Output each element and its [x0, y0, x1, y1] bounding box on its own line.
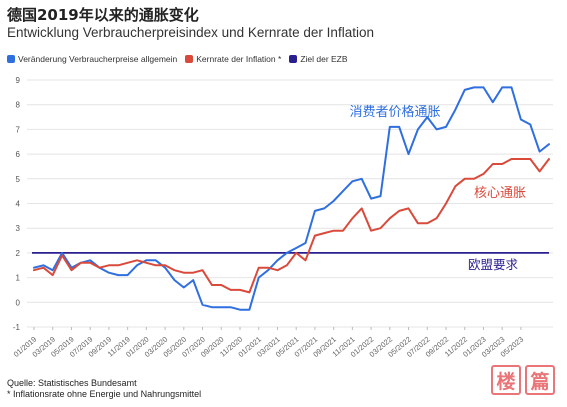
y-tick-label: 3 — [16, 224, 21, 233]
watermark-seal: 楼 篇 — [485, 362, 561, 398]
y-tick-label: 7 — [16, 125, 21, 134]
watermark-char-1: 楼 — [491, 365, 521, 395]
y-tick-label: -1 — [13, 323, 21, 332]
y-tick-label: 9 — [16, 76, 21, 85]
y-tick-label: 8 — [16, 101, 21, 110]
y-tick-label: 2 — [16, 249, 21, 258]
legend-label-cpi: Veränderung Verbraucherpreise allgemein — [18, 54, 178, 64]
page-subtitle: Entwicklung Verbraucherpreisindex und Ke… — [7, 25, 374, 40]
series-annotation-cpi: 消费者价格通胀 — [349, 104, 440, 120]
legend-item-core[interactable]: Kernrate der Inflation * — [185, 54, 281, 64]
series-line-cpi — [33, 86, 550, 311]
y-tick-label: 6 — [16, 150, 21, 159]
series-annotation-core: 核心通胀 — [474, 186, 526, 201]
y-tick-label: 4 — [16, 200, 21, 209]
legend-label-ecb: Ziel der EZB — [300, 54, 348, 64]
legend-item-ecb[interactable]: Ziel der EZB — [289, 54, 348, 64]
y-tick-label: 5 — [16, 175, 21, 184]
chart-footer: Quelle: Statistisches Bundesamt * Inflat… — [7, 378, 201, 400]
legend-swatch-core — [185, 55, 194, 63]
legend-swatch-ecb — [289, 55, 298, 63]
y-tick-label: 1 — [16, 274, 21, 283]
legend: Veränderung Verbraucherpreise allgemein … — [7, 53, 348, 65]
footnote: * Inflationsrate ohne Energie und Nahrun… — [7, 389, 202, 399]
page-title: 德国2019年以来的通胀变化 — [7, 6, 199, 24]
source-note: Quelle: Statistisches Bundesamt — [7, 378, 137, 388]
y-tick-label: 0 — [16, 298, 21, 307]
watermark-char-2: 篇 — [525, 365, 555, 395]
ecb-target-annotation: 欧盟要求 — [468, 257, 519, 272]
legend-item-cpi[interactable]: Veränderung Verbraucherpreise allgemein — [7, 54, 177, 64]
series-line-core — [33, 158, 550, 294]
legend-swatch-cpi — [7, 55, 15, 63]
legend-label-core: Kernrate der Inflation * — [196, 54, 282, 64]
